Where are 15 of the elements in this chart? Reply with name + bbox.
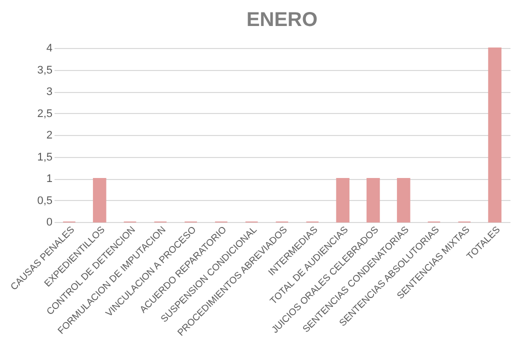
y-tick-label: 3 [46, 86, 52, 98]
y-tick-label: 2 [46, 130, 52, 142]
y-tick-label: 2,5 [37, 108, 52, 120]
bar [396, 178, 410, 222]
y-tick-label: 1 [46, 173, 52, 185]
y-tick-label: 3,5 [37, 64, 52, 76]
y-tick-label: 0,5 [37, 194, 52, 207]
chart-title: ENERO [246, 9, 318, 31]
bar [336, 178, 350, 222]
bar [366, 178, 380, 222]
y-tick-label: 1,5 [37, 151, 52, 164]
bar [92, 178, 106, 222]
y-tick-label: 4 [46, 42, 52, 54]
y-tick-label: 0 [46, 216, 52, 228]
bar [488, 48, 502, 222]
